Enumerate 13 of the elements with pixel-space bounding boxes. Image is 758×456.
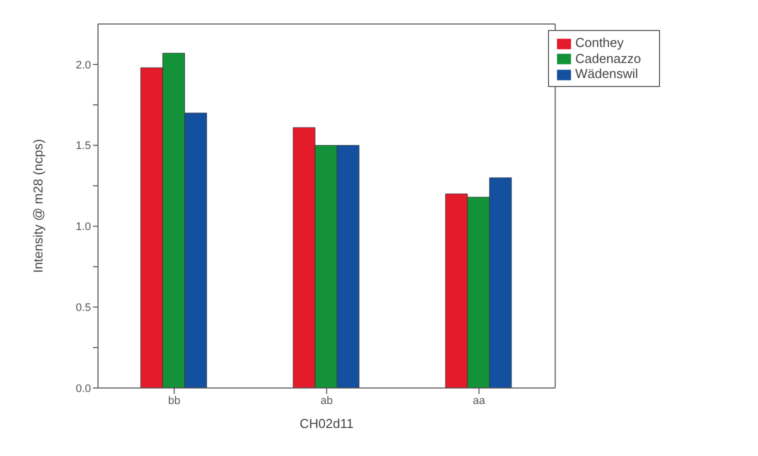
legend-label: Wädenswil [575, 66, 638, 82]
y-tick-label: 2.0 [76, 59, 91, 72]
y-tick-label: 0.5 [76, 302, 91, 314]
x-tick-label: bb [168, 394, 180, 407]
y-tick-label: 1.5 [76, 140, 91, 152]
y-tick-label: 0.0 [76, 382, 91, 395]
x-axis-title: CH02d11 [300, 416, 354, 431]
legend-label: Cadenazzo [575, 50, 641, 66]
legend-label: Conthey [575, 35, 624, 50]
x-tick-label: ab [320, 394, 333, 407]
y-axis-title: Intensity @ m28 (ncps) [30, 139, 46, 273]
x-tick-label: aa [472, 394, 486, 407]
y-tick-label: 1.0 [76, 221, 91, 234]
